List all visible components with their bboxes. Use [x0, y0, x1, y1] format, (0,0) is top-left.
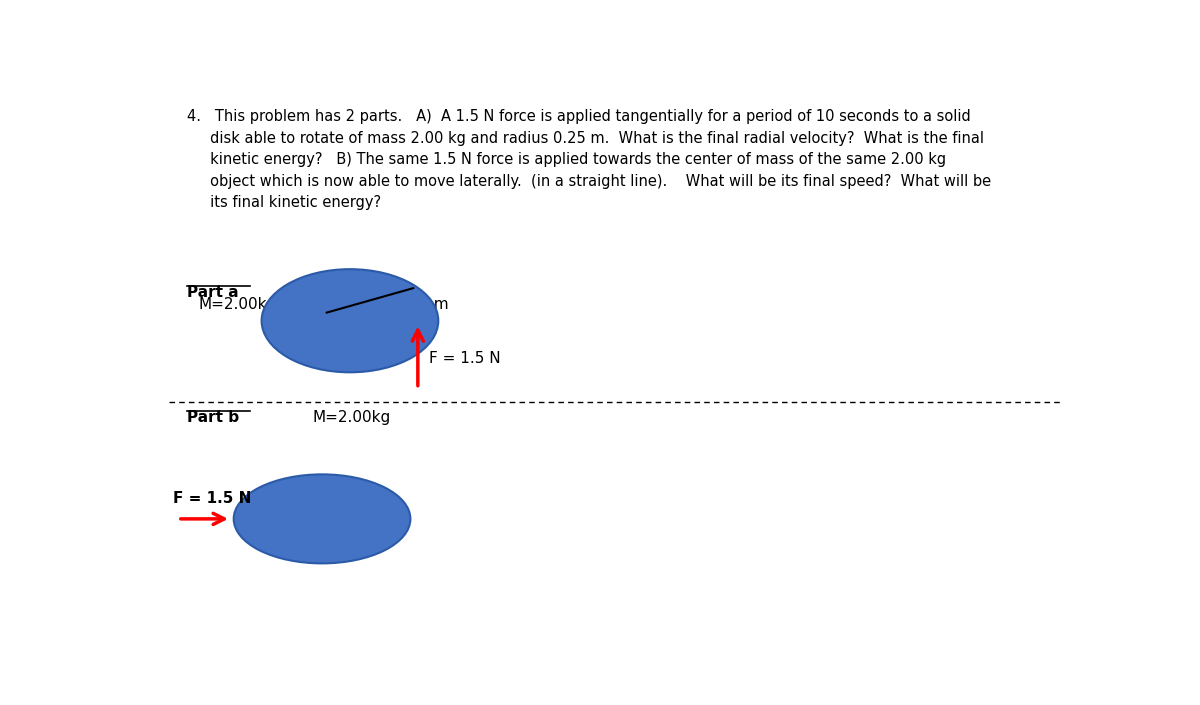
Ellipse shape — [262, 269, 438, 372]
Text: Part b: Part b — [187, 410, 239, 425]
Text: F = 1.5 N: F = 1.5 N — [173, 491, 252, 505]
Text: M=2.00kg: M=2.00kg — [198, 298, 277, 312]
Text: Part a: Part a — [187, 286, 239, 300]
Text: F = 1.5 N: F = 1.5 N — [430, 351, 500, 366]
Text: R = 0.25 m: R = 0.25 m — [362, 298, 449, 312]
Ellipse shape — [234, 474, 410, 563]
Text: 4.   This problem has 2 parts.   A)  A 1.5 N force is applied tangentially for a: 4. This problem has 2 parts. A) A 1.5 N … — [187, 109, 991, 210]
Text: M=2.00kg: M=2.00kg — [313, 410, 391, 425]
